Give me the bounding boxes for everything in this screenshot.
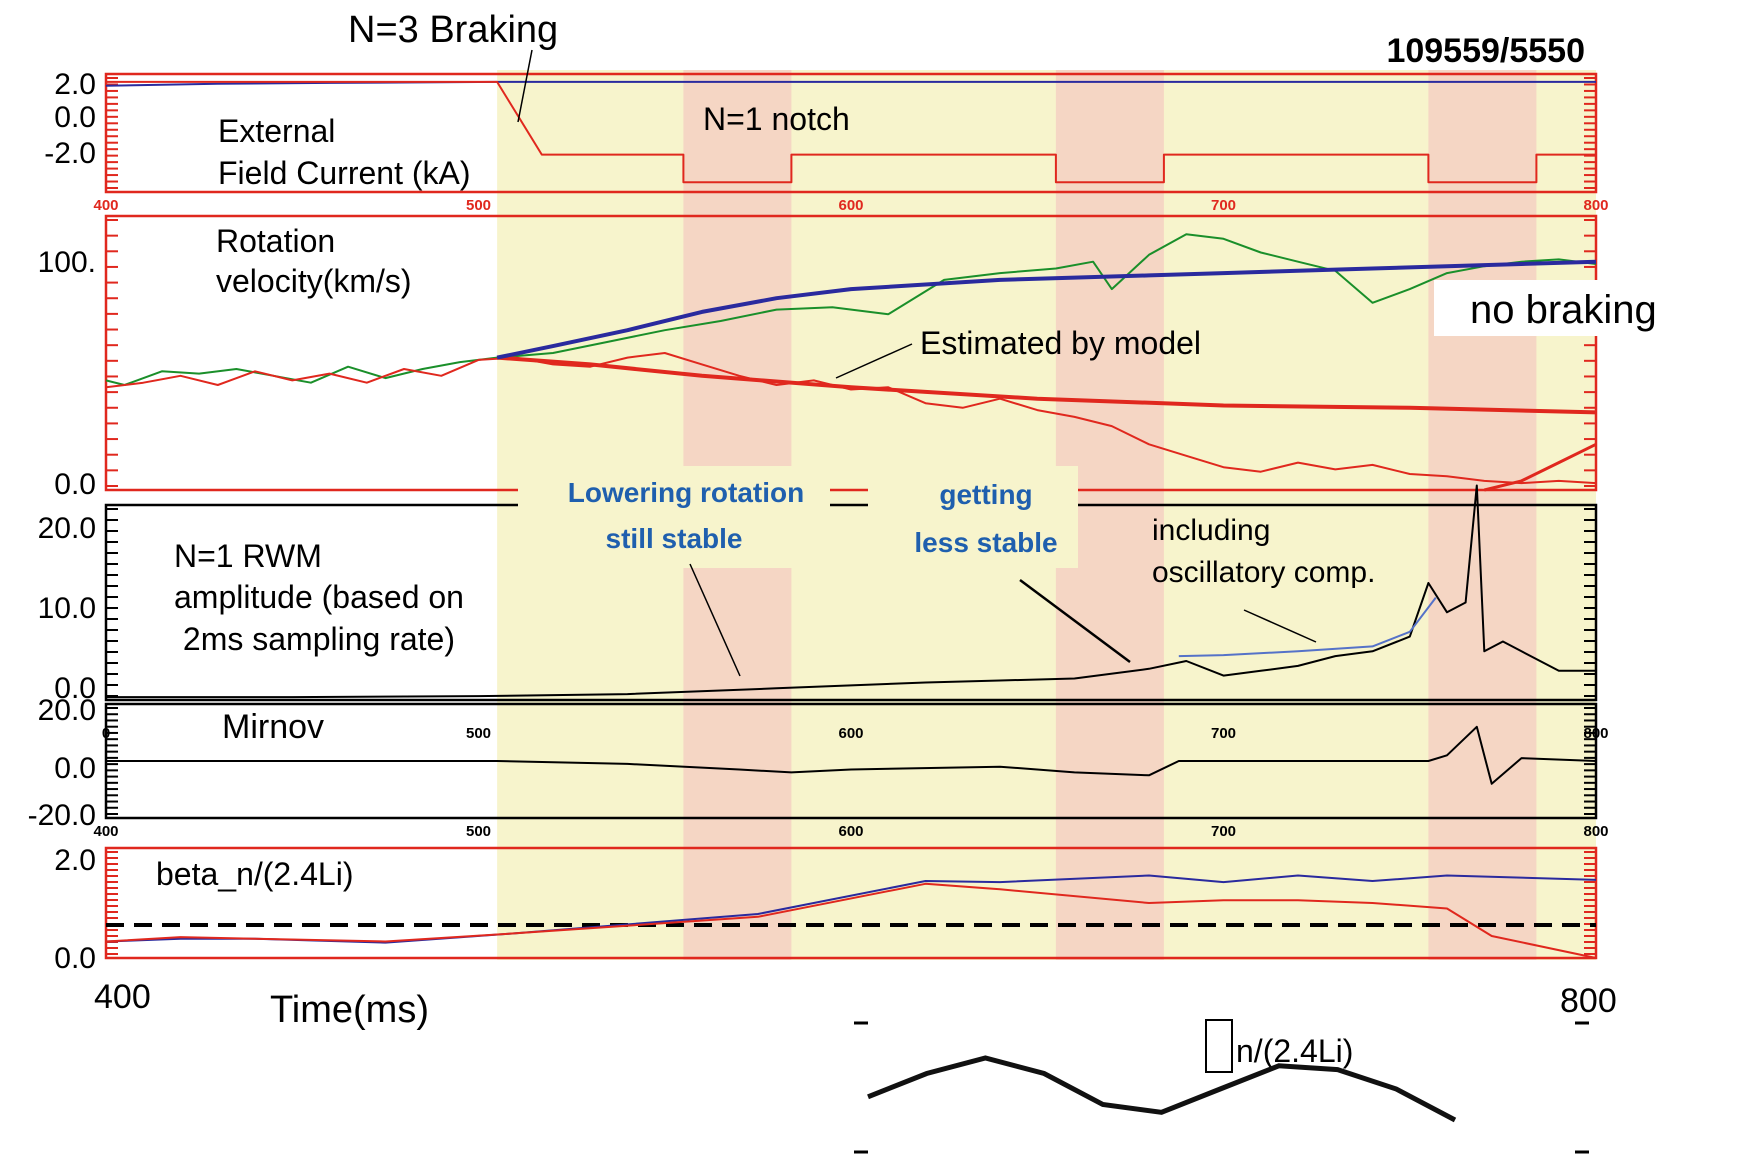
ext-current-label-2: Field Current (kA): [218, 155, 471, 191]
less-stable-label: less stable: [914, 527, 1057, 558]
rwm-annotation-box-2: [868, 466, 1078, 568]
panel-frame-2: [104, 214, 1598, 492]
time-tick-row-2: 600: [838, 823, 863, 840]
ext-current-label-1: External: [218, 113, 335, 149]
mirnov-label: Mirnov: [222, 708, 324, 746]
no-braking-label: no braking: [1470, 288, 1657, 332]
time-tick-row-2: 400: [93, 823, 118, 840]
time-tick-row-2: 800: [1583, 823, 1608, 840]
x-axis-start-label: 400: [94, 978, 151, 1016]
including-label: including: [1152, 514, 1270, 547]
still-stable-label: still stable: [606, 523, 743, 554]
y-tick-label: 0.0: [54, 752, 96, 785]
estimated-by-model-label: Estimated by model: [920, 325, 1201, 361]
series-line-2-5: [496, 259, 1597, 360]
time-tick-row-2: 500: [466, 823, 491, 840]
series-line-2-1: [105, 233, 1597, 386]
beta-label: beta_n/(2.4Li): [156, 856, 353, 892]
panel-frame-3: [104, 503, 1598, 702]
y-tick-label: 10.0: [38, 592, 96, 625]
time-tick-row-mirnov: 700: [1211, 725, 1236, 742]
time-tick-row-mirnov: 0: [102, 725, 110, 742]
series-line-3-2: [1178, 596, 1437, 658]
y-tick-label: 100.: [38, 246, 96, 279]
y-tick-label: 2.0: [54, 68, 96, 101]
axis-ticks: 2.00.0-2.0100.0.020.010.00.020.00.0-20.0…: [28, 68, 1609, 975]
no-braking-box: [1434, 280, 1752, 336]
notch-region-3: [1428, 70, 1537, 960]
time-tick-row-1: 400: [93, 197, 118, 214]
y-tick-label: 20.0: [38, 694, 96, 727]
x-axis-end-label: 800: [1560, 982, 1617, 1020]
series-line-5-2: [105, 882, 1597, 959]
time-tick-row-1: 600: [838, 197, 863, 214]
rotation-label-1: Rotation: [216, 223, 335, 259]
inset-label: n/(2.4Li): [1236, 1033, 1353, 1069]
inset-missing-glyph-box: [1205, 1019, 1233, 1073]
getting-label: getting: [939, 479, 1032, 510]
n3-braking-pointer: [517, 49, 533, 123]
data-series: [105, 80, 1597, 959]
time-tick-row-2: 700: [1211, 823, 1236, 840]
panel-frames: [104, 72, 1598, 960]
rwm-label-3: 2ms sampling rate): [174, 621, 455, 657]
series-line-1-2: [106, 80, 1596, 184]
y-tick-label: -2.0: [44, 137, 96, 170]
time-tick-row-mirnov: 800: [1583, 725, 1608, 742]
oscillatory-pointer: [1243, 609, 1317, 643]
rwm-annotation-box-1: [518, 466, 830, 568]
shot-id-label: 109559/5550: [1386, 32, 1585, 70]
y-tick-label: 0.0: [54, 101, 96, 134]
rwm-label-1: N=1 RWM: [174, 538, 322, 574]
series-line-3-1: [106, 484, 1596, 699]
y-tick-label: -20.0: [28, 799, 96, 832]
panel-frame-1: [104, 72, 1598, 194]
series-line-2-4: [1483, 442, 1597, 492]
estimated-by-model-pointer: [835, 343, 913, 379]
y-tick-label: 0.0: [54, 468, 96, 501]
time-tick-row-1: 800: [1583, 197, 1608, 214]
time-tick-row-mirnov: 500: [466, 725, 491, 742]
time-tick-row-mirnov: 600: [838, 725, 863, 742]
y-tick-label: 20.0: [38, 512, 96, 545]
rotation-label-2: velocity(km/s): [216, 263, 412, 299]
series-line-4-1: [106, 725, 1597, 785]
y-tick-label: 0.0: [54, 942, 96, 975]
series-line-2-3: [496, 355, 1597, 415]
n1-notch-label: N=1 notch: [703, 101, 850, 137]
series-line-2-2: [105, 352, 1597, 485]
panel-frame-5: [104, 846, 1598, 960]
lowering-rotation-label: Lowering rotation: [568, 477, 804, 508]
time-tick-row-1: 500: [466, 197, 491, 214]
time-tick-row-1: 700: [1211, 197, 1236, 214]
rwm-label-2: amplitude (based on: [174, 579, 464, 615]
y-tick-label: 0.0: [54, 672, 96, 705]
less-stable-pointer: [1019, 578, 1131, 664]
y-tick-label: 2.0: [54, 844, 96, 877]
n3-braking-label: N=3 Braking: [348, 9, 558, 51]
x-axis-title: Time(ms): [270, 989, 429, 1031]
series-line-1-1: [105, 80, 1596, 87]
inset-line: [867, 1055, 1457, 1123]
still-stable-pointer: [689, 563, 741, 677]
oscillatory-label: oscillatory comp.: [1152, 556, 1375, 589]
